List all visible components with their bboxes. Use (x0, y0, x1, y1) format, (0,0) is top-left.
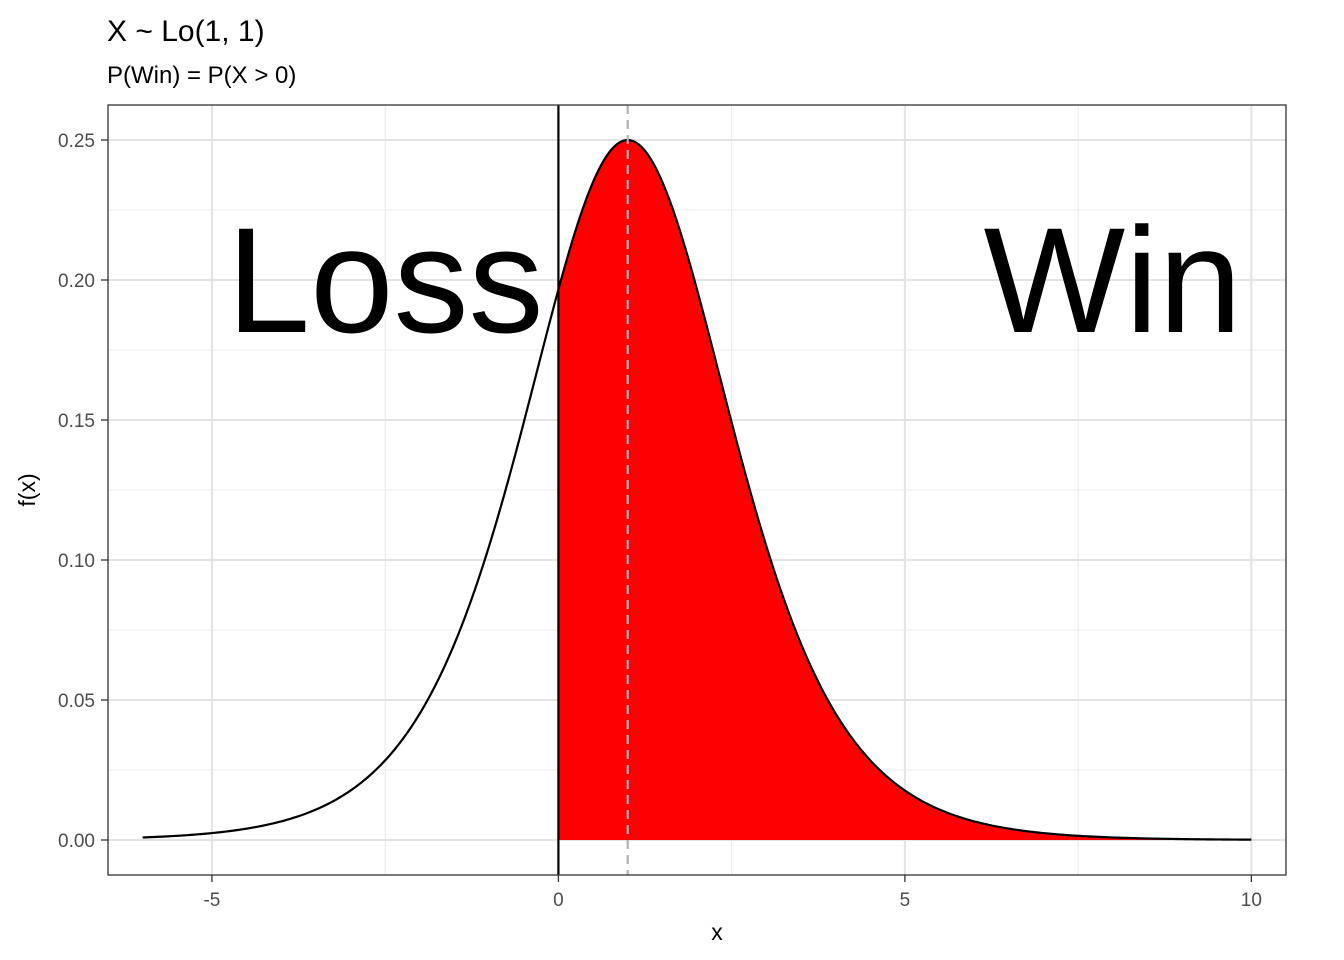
x-tick-label: 5 (900, 890, 911, 911)
y-tick-label: 0.25 (58, 131, 95, 152)
x-tick-label: -5 (203, 890, 220, 911)
y-tick-label: 0.10 (58, 551, 95, 572)
win-shaded-area (558, 140, 1252, 840)
panel-border (107, 104, 1287, 876)
density-curve (142, 138, 1252, 841)
y-tick-label: 0.20 (58, 271, 95, 292)
y-axis-ticks: 0.00 0.05 0.10 0.15 0.20 0.25 (58, 131, 108, 852)
plot-panel: Loss Win (107, 104, 1287, 876)
x-tick-label: 10 (1241, 890, 1262, 911)
y-tick-label: 0.05 (58, 691, 95, 712)
y-tick-label: 0.00 (58, 831, 95, 852)
x-tick-label: 0 (553, 890, 564, 911)
y-axis-title: f(x) (14, 473, 40, 506)
x-axis-ticks: -5 0 5 10 (203, 875, 1262, 911)
loss-label: Loss (227, 196, 544, 364)
x-axis-title: x (711, 919, 723, 945)
y-tick-label: 0.15 (58, 411, 95, 432)
chart-subtitle: P(Win) = P(X > 0) (107, 62, 296, 89)
win-label: Win (984, 196, 1242, 364)
chart-title: X ~ Lo(1, 1) (107, 15, 265, 48)
